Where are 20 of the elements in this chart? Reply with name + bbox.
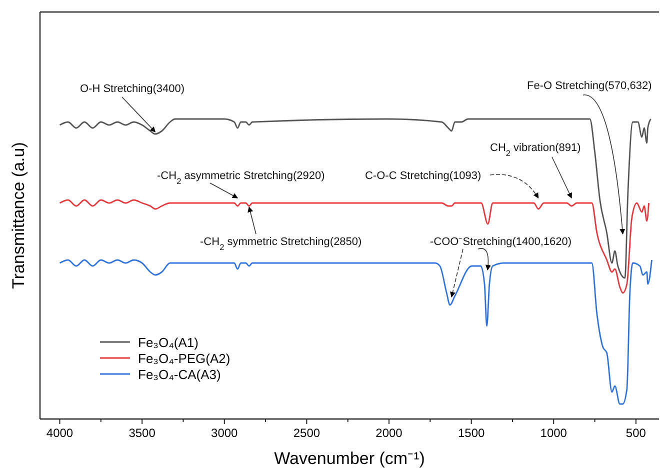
annotation: O-H Stretching(3400) [80,83,185,95]
x-tick-label: 3000 [211,426,238,440]
annotation: -CH$_{2}$ asymmetric Stretching(2920) [157,170,325,186]
x-tick-label: 4000 [46,426,74,440]
x-tick-label: 1500 [458,426,485,440]
annotation: C-O-C Stretching(1093) [365,170,482,182]
annotation: -CH$_{2}$ symmetric Stretching(2850) [200,236,362,252]
legend-label: Fe₃O₄-PEG(A2) [138,351,230,366]
legend-label: Fe₃O₄(A1) [138,335,198,350]
x-axis-title: Wavenumber (cm⁻¹) [274,449,425,468]
x-tick-label: 1000 [540,426,568,440]
x-tick-label: 3500 [128,426,156,440]
annotation: -COO⁻Stretching(1400,1620) [430,236,572,248]
y-axis-title: Transmittance (a.u) [9,142,28,289]
annotation: CH$_{2}$ vibration(891) [490,142,581,158]
x-tick-label: 500 [626,426,646,440]
x-tick-label: 2500 [293,426,320,440]
x-tick-label: 2000 [376,426,403,440]
legend-label: Fe₃O₄-CA(A3) [138,367,221,382]
annotation: Fe-O Stretching(570,632) [527,80,652,92]
